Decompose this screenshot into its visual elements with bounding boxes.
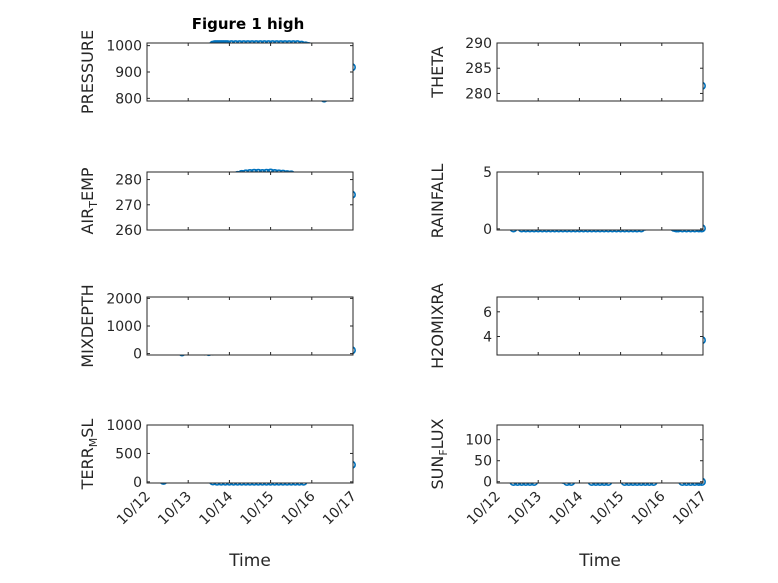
- y-axis-label: AIRTEMP: [78, 167, 100, 234]
- y-tick-label: 800: [115, 91, 142, 107]
- x-axis-label: Time: [578, 551, 621, 571]
- y-tick-label: 100: [465, 433, 492, 449]
- y-tick-label: 270: [115, 198, 142, 214]
- y-tick-label: 4: [483, 329, 492, 345]
- y-tick-label: 0: [133, 475, 142, 491]
- subplot-2: 280 285 290 THETA: [428, 36, 706, 102]
- axes-frame: [496, 42, 704, 102]
- y-tick-label: 0: [133, 347, 142, 363]
- y-axis-label: SUNFLUX: [428, 418, 450, 489]
- y-tick-label: 1000: [106, 39, 142, 55]
- y-tick-label: 1000: [106, 319, 142, 335]
- y-tick-label: 6: [483, 305, 492, 321]
- axes-frame: [146, 296, 354, 356]
- y-axis-label: H2OMIXRA: [428, 283, 447, 369]
- y-axis-label: PRESSURE: [78, 30, 97, 114]
- y-tick-label: 50: [474, 454, 492, 470]
- subplot-3: 260 270 280 AIRTEMP: [78, 167, 356, 239]
- subplot-6: 4 6 H2OMIXRA: [428, 283, 706, 369]
- y-tick-label: 5: [483, 165, 492, 181]
- figure-title: Figure 1 high: [192, 15, 305, 33]
- subplot-5: 0 1000 2000 MIXDEPTH: [78, 284, 356, 368]
- y-tick-label: 290: [465, 36, 492, 52]
- axes-frame: [496, 296, 704, 356]
- y-tick-label: 0: [483, 222, 492, 238]
- axes-frame: [496, 171, 704, 231]
- y-tick-label: 285: [465, 61, 492, 77]
- subplot-4: 0 5 RAINFALL: [428, 164, 706, 239]
- y-tick-label: 900: [115, 65, 142, 81]
- y-tick-label: 2000: [106, 291, 142, 307]
- y-axis-label: THETA: [428, 46, 447, 98]
- x-axis-label: Time: [228, 551, 271, 571]
- y-tick-label: 1000: [106, 418, 142, 434]
- y-tick-label: 260: [115, 223, 142, 239]
- axes-frame: [146, 171, 354, 231]
- axes-frame: [146, 424, 354, 484]
- subplot-1: 800 900 1000 PRESSURE Figure 1 high: [78, 15, 356, 114]
- y-tick-label: 280: [465, 86, 492, 102]
- axes-frame: [146, 42, 354, 102]
- y-axis-label: RAINFALL: [428, 164, 447, 239]
- y-axis-label: TERRMSL: [78, 419, 100, 491]
- y-axis-label: MIXDEPTH: [78, 284, 97, 367]
- y-tick-label: 0: [483, 475, 492, 491]
- y-tick-label: 500: [115, 446, 142, 462]
- axes-frame: [496, 424, 704, 484]
- y-tick-label: 280: [115, 173, 142, 189]
